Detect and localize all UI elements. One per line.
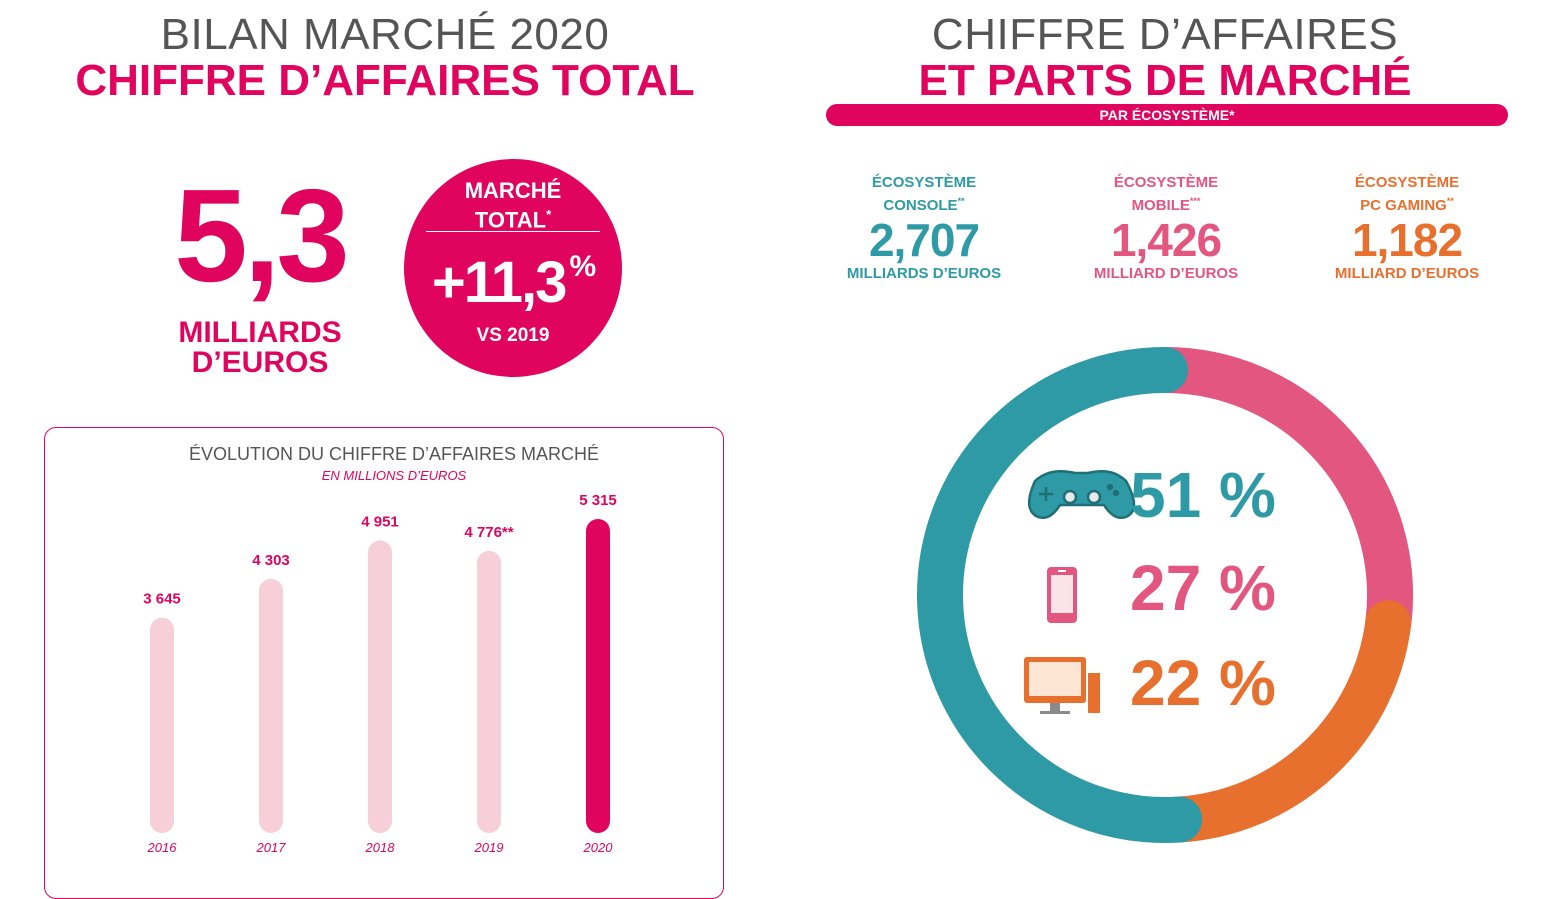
bar-year-label: 2019 bbox=[474, 840, 504, 855]
total-revenue-unit: MILLIARDS D’EUROS bbox=[150, 318, 370, 378]
ecosystem-unit: MILLIARD D’EUROS bbox=[1334, 265, 1480, 282]
desktop-computer-icon bbox=[1024, 657, 1100, 714]
ecosystem-console: ÉCOSYSTÈME CONSOLE** 2,707 MILLIARDS D’EURO… bbox=[814, 174, 1034, 283]
ecosystem-pc-gaming: ÉCOSYSTÈME PC GAMING** 1,182 MILLIARD D’EUR… bbox=[1297, 174, 1517, 283]
gamepad-icon bbox=[1028, 470, 1136, 519]
right-title: ET PARTS DE MARCHÉ bbox=[918, 56, 1412, 105]
bar-year-label: 2018 bbox=[365, 840, 396, 855]
growth-value: +11,3% bbox=[404, 249, 622, 316]
ecosystem-label-line-2: CONSOLE** bbox=[883, 196, 965, 214]
ecosystem-mobile: ÉCOSYSTÈME MOBILE*** 1,426 MILLIARD D’EUROS bbox=[1056, 174, 1276, 283]
ecosystem-label-line-1: ÉCOSYSTÈME bbox=[1354, 174, 1460, 191]
bar-year-label: 2017 bbox=[256, 840, 287, 855]
unit-line-1: MILLIARDS bbox=[178, 316, 342, 349]
ecosystem-value: 1,182 bbox=[1351, 214, 1463, 266]
share-percent-pc-gaming: 22 % bbox=[1130, 647, 1276, 719]
bar-year-label: 2016 bbox=[147, 840, 178, 855]
growth-label-line-2: TOTAL* bbox=[404, 203, 622, 232]
market-share-donut: 51 % 27 % 22 % bbox=[917, 347, 1413, 843]
share-percent-mobile: 27 % bbox=[1130, 552, 1276, 624]
revenue-bar-chart: 3 645 2016 4 303 2017 4 951 2018 4 776** 2019 5 … bbox=[143, 492, 617, 855]
bar-value-label: 5 315 bbox=[579, 492, 617, 509]
growth-label-mark: * bbox=[546, 207, 552, 222]
left-title: CHIFFRE D’AFFAIRES TOTAL bbox=[75, 56, 695, 105]
ecosystem-pill: PAR ÉCOSYSTÈME* bbox=[826, 104, 1508, 126]
ecosystem-label-line-1: ÉCOSYSTÈME bbox=[1113, 174, 1219, 191]
total-revenue-value: 5,3 bbox=[174, 162, 350, 309]
ecosystem-label-line-1: ÉCOSYSTÈME bbox=[871, 174, 977, 191]
growth-badge: MARCHÉ TOTAL* +11,3% VS 2019 bbox=[404, 159, 622, 377]
growth-comparison: VS 2019 bbox=[476, 325, 550, 346]
growth-label-line-1: MARCHÉ bbox=[464, 178, 562, 203]
bar-chart-title: ÉVOLUTION DU CHIFFRE D’AFFAIRES MARCHÉ bbox=[188, 444, 600, 464]
bar-2019 bbox=[477, 550, 501, 833]
unit-line-2: D’EUROS bbox=[191, 346, 329, 379]
ecosystem-value: 1,426 bbox=[1110, 214, 1222, 266]
growth-badge-label: MARCHÉ TOTAL* bbox=[404, 179, 622, 232]
donut-segment-console bbox=[917, 347, 1203, 843]
bar-2016 bbox=[150, 617, 174, 833]
bar-year-label: 2020 bbox=[583, 840, 614, 855]
ecosystem-footnote-mark: ** bbox=[1446, 196, 1454, 206]
bar-value-label: 3 645 bbox=[143, 591, 181, 608]
ecosystem-label-line-2: PC GAMING** bbox=[1360, 196, 1454, 214]
growth-badge-divider bbox=[426, 231, 600, 232]
bar-value-label: 4 303 bbox=[252, 552, 290, 569]
ecosystem-unit: MILLIARDS D’EUROS bbox=[846, 265, 1002, 282]
growth-number: +11,3 bbox=[431, 250, 568, 315]
ecosystem-label-line-2: MOBILE*** bbox=[1131, 196, 1201, 214]
growth-label-total: TOTAL bbox=[474, 207, 547, 233]
bar-2018 bbox=[368, 540, 392, 833]
left-subtitle: BILAN MARCHÉ 2020 bbox=[160, 10, 610, 59]
growth-percent: % bbox=[569, 250, 596, 283]
bar-value-label: 4 776** bbox=[464, 524, 513, 541]
bar-value-label: 4 951 bbox=[361, 514, 399, 531]
bar-chart-subtitle: EN MILLIONS D’EUROS bbox=[321, 468, 467, 483]
ecosystem-footnote-mark: ** bbox=[957, 196, 965, 206]
bar-2020 bbox=[586, 519, 610, 833]
right-subtitle: CHIFFRE D’AFFAIRES bbox=[931, 10, 1399, 59]
ecosystem-footnote-mark: *** bbox=[1189, 196, 1201, 206]
donut-segment-mobile bbox=[1142, 347, 1413, 647]
donut-segment-pc-gaming bbox=[1156, 600, 1412, 843]
ecosystem-unit: MILLIARD D’EUROS bbox=[1093, 265, 1239, 282]
ecosystem-value: 2,707 bbox=[868, 214, 980, 266]
smartphone-icon bbox=[1047, 567, 1077, 623]
bar-2017 bbox=[259, 578, 283, 833]
share-percent-console: 51 % bbox=[1130, 459, 1276, 531]
